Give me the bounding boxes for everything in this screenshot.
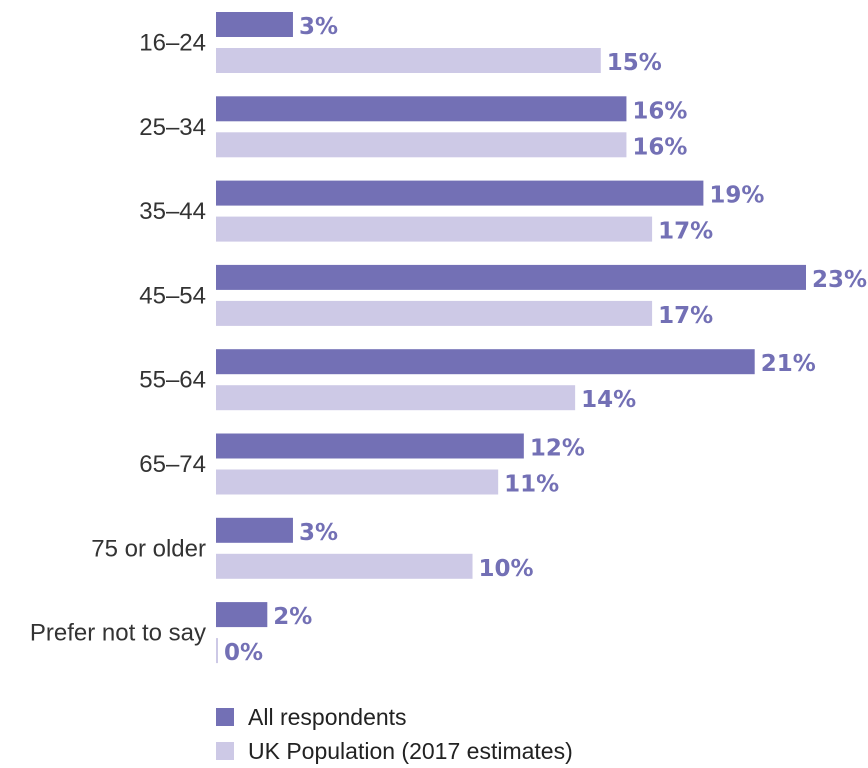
value-label-all-respondents-16-24: 3% xyxy=(299,14,338,40)
value-label-uk-population-55-64: 14% xyxy=(581,387,636,413)
legend-swatch-all-respondents xyxy=(216,708,234,726)
bar-group-prefer-not-to-say: Prefer not to say 2% 0% xyxy=(30,602,312,666)
category-label-35-44: 35–44 xyxy=(139,198,206,225)
chart-legend: All respondents UK Population (2017 esti… xyxy=(216,700,573,768)
bar-group-75-or-older: 75 or older 3% 10% xyxy=(91,517,534,582)
value-label-all-respondents-35-44: 19% xyxy=(709,183,764,209)
bar-all-respondents-55-64 xyxy=(216,349,755,375)
value-label-uk-population-65-74: 11% xyxy=(504,472,559,498)
bar-all-respondents-25-34 xyxy=(216,96,627,122)
value-label-uk-population-35-44: 17% xyxy=(658,219,713,245)
grouped-bar-chart: 16–24 3% 15% 25–34 16% 16% 35–44 19% 17% 45–54 23%… xyxy=(30,12,867,666)
bar-uk-population-55-64 xyxy=(216,385,576,411)
bar-all-respondents-65-74 xyxy=(216,433,524,459)
bar-group-45-54: 45–54 23% 17% xyxy=(139,264,867,329)
bar-group-25-34: 25–34 16% 16% xyxy=(139,96,687,160)
value-label-uk-population-prefer-not-to-say: 0% xyxy=(224,640,263,666)
bar-all-respondents-75-or-older xyxy=(216,517,293,543)
bar-group-65-74: 65–74 12% 11% xyxy=(139,433,585,498)
bar-all-respondents-45-54 xyxy=(216,264,806,290)
category-label-25-34: 25–34 xyxy=(139,114,206,141)
value-label-uk-population-16-24: 15% xyxy=(607,50,662,76)
value-label-uk-population-45-54: 17% xyxy=(658,303,713,329)
legend-item-uk-population: UK Population (2017 estimates) xyxy=(216,734,573,768)
bar-uk-population-25-34 xyxy=(216,132,627,158)
bar-uk-population-65-74 xyxy=(216,469,499,495)
legend-item-all-respondents: All respondents xyxy=(216,700,573,734)
value-label-all-respondents-65-74: 12% xyxy=(530,436,585,462)
legend-label-all-respondents: All respondents xyxy=(248,703,407,730)
value-label-all-respondents-25-34: 16% xyxy=(632,98,687,124)
bar-uk-population-75-or-older xyxy=(216,553,473,579)
value-label-all-respondents-45-54: 23% xyxy=(812,267,867,293)
bar-all-respondents-prefer-not-to-say xyxy=(216,602,268,628)
category-label-prefer-not-to-say: Prefer not to say xyxy=(30,620,206,647)
category-label-65-74: 65–74 xyxy=(139,451,206,478)
bar-all-respondents-16-24 xyxy=(216,12,293,37)
bar-group-16-24: 16–24 3% 15% xyxy=(139,12,662,76)
bar-uk-population-16-24 xyxy=(216,48,601,73)
category-label-55-64: 55–64 xyxy=(139,367,206,394)
bar-uk-population-45-54 xyxy=(216,300,653,326)
value-label-uk-population-25-34: 16% xyxy=(632,134,687,160)
value-label-uk-population-75-or-older: 10% xyxy=(479,556,534,582)
legend-swatch-uk-population xyxy=(216,742,234,760)
category-label-45-54: 45–54 xyxy=(139,282,206,309)
bar-uk-population-prefer-not-to-say xyxy=(216,638,218,664)
value-label-all-respondents-55-64: 21% xyxy=(761,351,816,377)
category-label-16-24: 16–24 xyxy=(139,30,206,57)
legend-label-uk-population: UK Population (2017 estimates) xyxy=(248,737,573,764)
value-label-all-respondents-75-or-older: 3% xyxy=(299,520,338,546)
value-label-all-respondents-prefer-not-to-say: 2% xyxy=(273,604,312,630)
bar-group-55-64: 55–64 21% 14% xyxy=(139,349,816,413)
category-label-75-or-older: 75 or older xyxy=(91,535,206,562)
bar-all-respondents-35-44 xyxy=(216,180,704,206)
bar-uk-population-35-44 xyxy=(216,216,653,242)
bar-group-35-44: 35–44 19% 17% xyxy=(139,180,764,245)
